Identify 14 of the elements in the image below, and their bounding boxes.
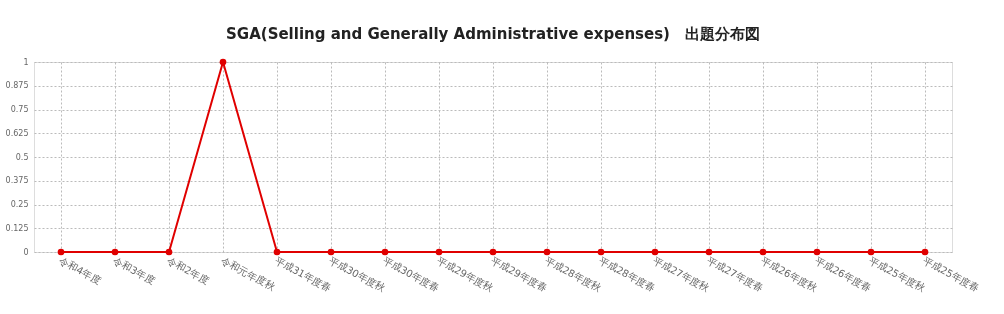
y-tick-label: 0 — [23, 247, 29, 257]
chart-title: SGA(Selling and Generally Administrative expenses) 出題分布図 — [226, 25, 760, 43]
x-tick-label: 令和2年度 — [164, 254, 211, 287]
x-tick-label: 令和3年度 — [110, 254, 157, 287]
y-tick-label: 0.125 — [5, 223, 29, 233]
x-tick-label: 令和元年度秋 — [218, 254, 277, 293]
x-tick-label: 令和4年度 — [56, 254, 103, 287]
y-tick-label: 0.75 — [10, 105, 29, 114]
y-tick-label: 0.625 — [5, 128, 29, 138]
y-tick-label: 0.25 — [10, 200, 29, 209]
y-tick-label: 0.875 — [5, 81, 29, 91]
y-tick-label: 0.5 — [15, 152, 29, 162]
y-tick-label: 1 — [23, 57, 29, 67]
y-tick-label: 0.375 — [5, 176, 29, 186]
